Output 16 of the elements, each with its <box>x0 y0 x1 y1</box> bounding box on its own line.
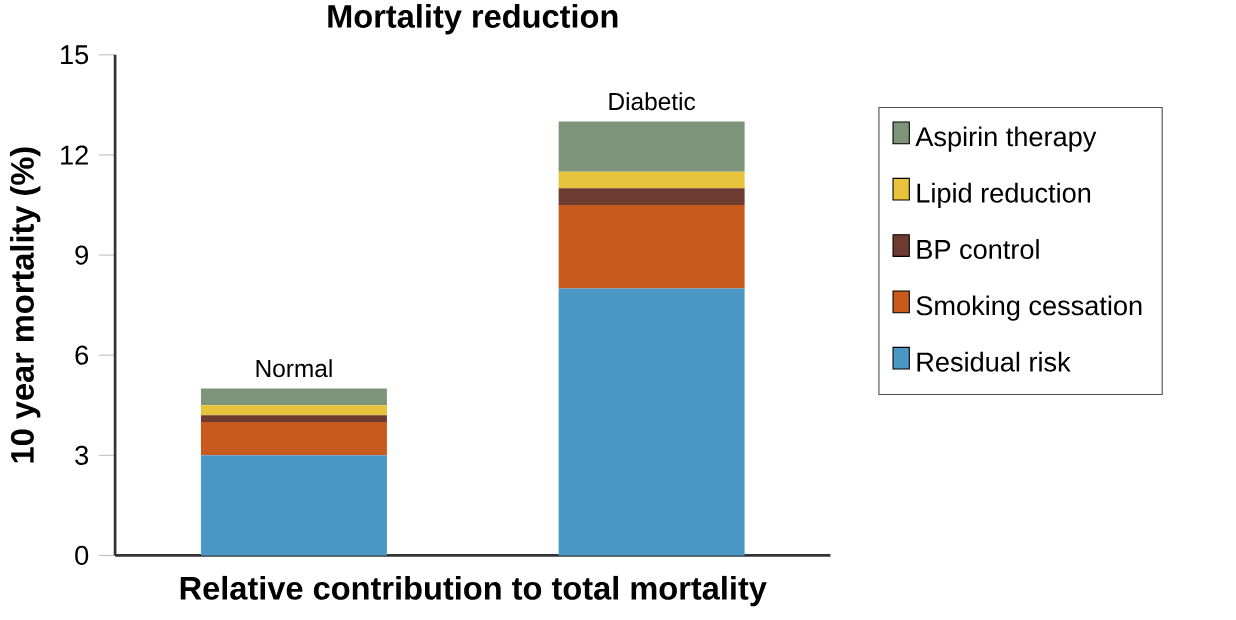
y-tick-label: 15 <box>61 45 89 65</box>
legend-label: Residual risk <box>917 351 1071 372</box>
y-axis-title: 10 year mortality (%) <box>10 147 41 463</box>
legend-label: Lipid reduction <box>917 182 1091 208</box>
legend-label: BP control <box>917 238 1039 259</box>
y-tick-label: 3 <box>75 445 89 465</box>
y-tick-label: 6 <box>75 345 89 365</box>
chart-title: Mortality reduction <box>328 3 618 35</box>
y-tick-label: 0 <box>75 545 89 565</box>
y-tick-label: 12 <box>61 145 88 165</box>
x-axis-title: Relative contribution to total mortality <box>180 575 767 607</box>
x-tick-label: Normal <box>256 359 332 378</box>
legend-label: Aspirin therapy <box>915 126 1097 152</box>
legend-label: Smoking cessation <box>916 295 1142 321</box>
y-tick-label: 9 <box>75 245 88 265</box>
x-tick-label: Diabetic <box>609 92 696 111</box>
